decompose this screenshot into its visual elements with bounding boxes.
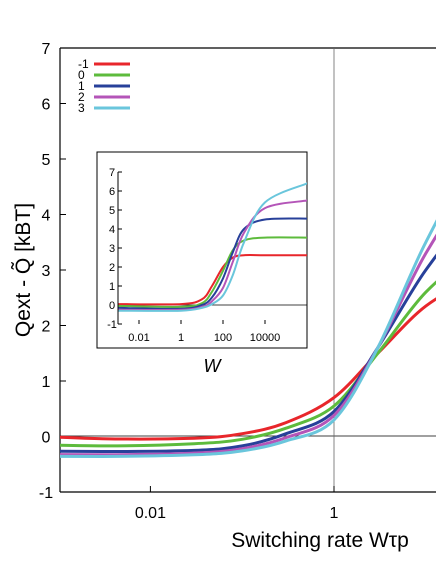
inset-y-tick-label: 0	[109, 300, 115, 312]
inset-plot: -1 0 1 2 3 4 5 6 7 0.01 1 100 10000 W	[96, 151, 308, 376]
main-y-tick-label: 6	[42, 97, 51, 114]
inset-y-tick-label: -1	[107, 319, 117, 331]
inset-series-line-0	[118, 236, 307, 309]
inset-y-tick-label: 5	[109, 205, 115, 217]
main-x-tick-label: 0.01	[135, 505, 166, 522]
inset-series-line-3	[118, 182, 307, 312]
main-y-tick-label: 3	[42, 263, 51, 280]
inset-x-axis-label: W	[204, 356, 223, 376]
inset-series-line--1	[118, 254, 307, 306]
legend-label: 2	[78, 90, 85, 104]
legend-label: 3	[78, 101, 85, 115]
inset-x-ticks: 0.01 1 100 10000	[128, 320, 280, 344]
inset-y-tick-label: 6	[109, 186, 115, 198]
inset-x-tick-label: 0.01	[128, 332, 149, 344]
main-y-tick-label: 2	[42, 319, 51, 336]
main-y-tick-label: 5	[42, 152, 51, 169]
inset-series-line-1	[118, 217, 307, 310]
main-y-axis-label: Qext - Q̃ [kBT]	[12, 203, 35, 337]
main-series-line-1	[60, 253, 436, 454]
main-y-tick-label: 0	[42, 430, 51, 447]
main-series-line-3	[60, 219, 436, 459]
legend-label: 0	[78, 68, 85, 82]
inset-y-tick-label: 4	[109, 224, 115, 236]
legend-label: 1	[78, 79, 85, 93]
main-y-tick-label: -1	[39, 485, 53, 502]
main-y-ticks: -1 0 1 2 3 4 5 6 7	[39, 41, 66, 502]
inset-y-ticks: -1 0 1 2 3 4 5 6 7	[107, 167, 122, 331]
inset-y-tick-label: 2	[109, 262, 115, 274]
inset-series	[118, 182, 307, 312]
inset-y-tick-label: 3	[109, 243, 115, 255]
main-x-axis-label: Switching rate Wτp	[231, 529, 409, 552]
inset-y-tick-label: 7	[109, 167, 115, 179]
main-series-line-0	[60, 280, 436, 448]
main-y-tick-label: 4	[42, 208, 51, 225]
main-y-tick-label: 1	[42, 374, 51, 391]
main-series	[60, 219, 436, 459]
inset-y-tick-label: 1	[109, 281, 115, 293]
inset-frame	[96, 151, 308, 349]
main-x-tick-label: 1	[330, 505, 339, 522]
main-series-line-2	[60, 233, 436, 457]
inset-x-tick-label: 100	[214, 332, 232, 344]
legend-label: -1	[78, 57, 89, 71]
main-series-line--1	[60, 297, 436, 441]
inset-x-tick-label: 10000	[250, 332, 281, 344]
inset-x-tick-label: 1	[178, 332, 184, 344]
main-y-tick-label: 7	[42, 41, 51, 58]
